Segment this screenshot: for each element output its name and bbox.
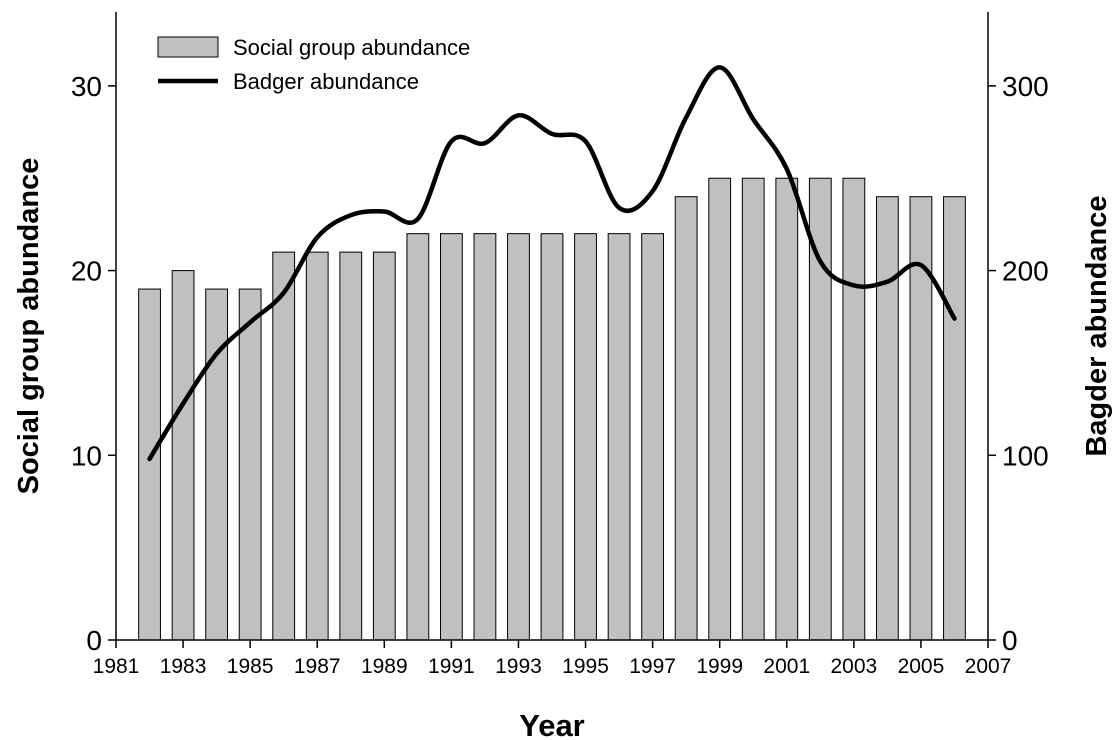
y-axis-title-right: Bagder abundance bbox=[1081, 195, 1113, 456]
bar-1992 bbox=[473, 233, 497, 641]
bar-1991 bbox=[439, 233, 463, 641]
bar-2004 bbox=[875, 196, 899, 641]
x-tick-label-2007: 2007 bbox=[965, 655, 1012, 678]
bar-2006 bbox=[943, 196, 966, 641]
bar-1995 bbox=[574, 233, 597, 641]
x-tick-label-1995: 1995 bbox=[562, 655, 609, 678]
bar-2001 bbox=[775, 177, 799, 641]
bar-1984 bbox=[205, 288, 229, 641]
bar-1990 bbox=[406, 233, 430, 641]
y2-tick-label-200: 200 bbox=[1002, 256, 1049, 287]
series-line-badger-abundance bbox=[147, 65, 957, 462]
x-axis-title: Year bbox=[519, 708, 585, 740]
y-tick-label-0: 0 bbox=[86, 625, 102, 656]
badger-line-layer bbox=[147, 65, 957, 462]
bar-1993 bbox=[507, 233, 530, 641]
bar-2000 bbox=[741, 177, 765, 641]
x-tick-label-2003: 2003 bbox=[830, 655, 877, 678]
bar-1985 bbox=[238, 288, 262, 641]
y-tick-label-20: 20 bbox=[71, 256, 102, 287]
x-tick-label-2001: 2001 bbox=[763, 655, 810, 678]
y-tick-label-30: 30 bbox=[71, 71, 102, 102]
y-tick-label-10: 10 bbox=[71, 440, 102, 471]
axes-layer bbox=[115, 12, 989, 641]
bar-1989 bbox=[372, 251, 396, 641]
bars-layer bbox=[138, 177, 966, 641]
bar-1998 bbox=[674, 196, 698, 641]
y2-tick-label-0: 0 bbox=[1002, 625, 1018, 656]
x-tick-label-1989: 1989 bbox=[361, 655, 408, 678]
y2-tick-label-300: 300 bbox=[1002, 71, 1049, 102]
x-tick-label-1987: 1987 bbox=[294, 655, 341, 678]
x-tick-label-1981: 1981 bbox=[93, 655, 140, 678]
x-tick-label-1983: 1983 bbox=[160, 655, 207, 678]
bar-1994 bbox=[540, 233, 564, 641]
y2-tick-label-100: 100 bbox=[1002, 440, 1049, 471]
x-tick-label-1999: 1999 bbox=[696, 655, 743, 678]
bar-1988 bbox=[339, 251, 363, 641]
bar-1983 bbox=[171, 270, 195, 641]
bar-1982 bbox=[138, 288, 161, 641]
x-tick-label-1985: 1985 bbox=[227, 655, 274, 678]
bar-1999 bbox=[708, 177, 732, 641]
bar-1997 bbox=[641, 233, 665, 641]
legend-label-social-group: Social group abundance bbox=[233, 35, 470, 60]
y-axis-title-left: Social group abundance bbox=[13, 158, 45, 495]
bar-1996 bbox=[607, 233, 631, 641]
x-tick-label-1993: 1993 bbox=[495, 655, 542, 678]
x-tick-label-1991: 1991 bbox=[428, 655, 475, 678]
legend-label-badger: Badger abundance bbox=[233, 69, 419, 94]
legend-swatch-social-group bbox=[157, 36, 219, 58]
bar-1987 bbox=[305, 251, 329, 641]
x-tick-label-2005: 2005 bbox=[898, 655, 945, 678]
bar-2003 bbox=[842, 177, 866, 641]
bar-1986 bbox=[272, 251, 296, 641]
legend: Social group abundance Badger abundance bbox=[157, 35, 470, 94]
x-tick-label-1997: 1997 bbox=[629, 655, 676, 678]
ticks-layer: 1981 1983 1985 1987 1989 1991 1993 1995 1997 1999… bbox=[71, 71, 1049, 678]
